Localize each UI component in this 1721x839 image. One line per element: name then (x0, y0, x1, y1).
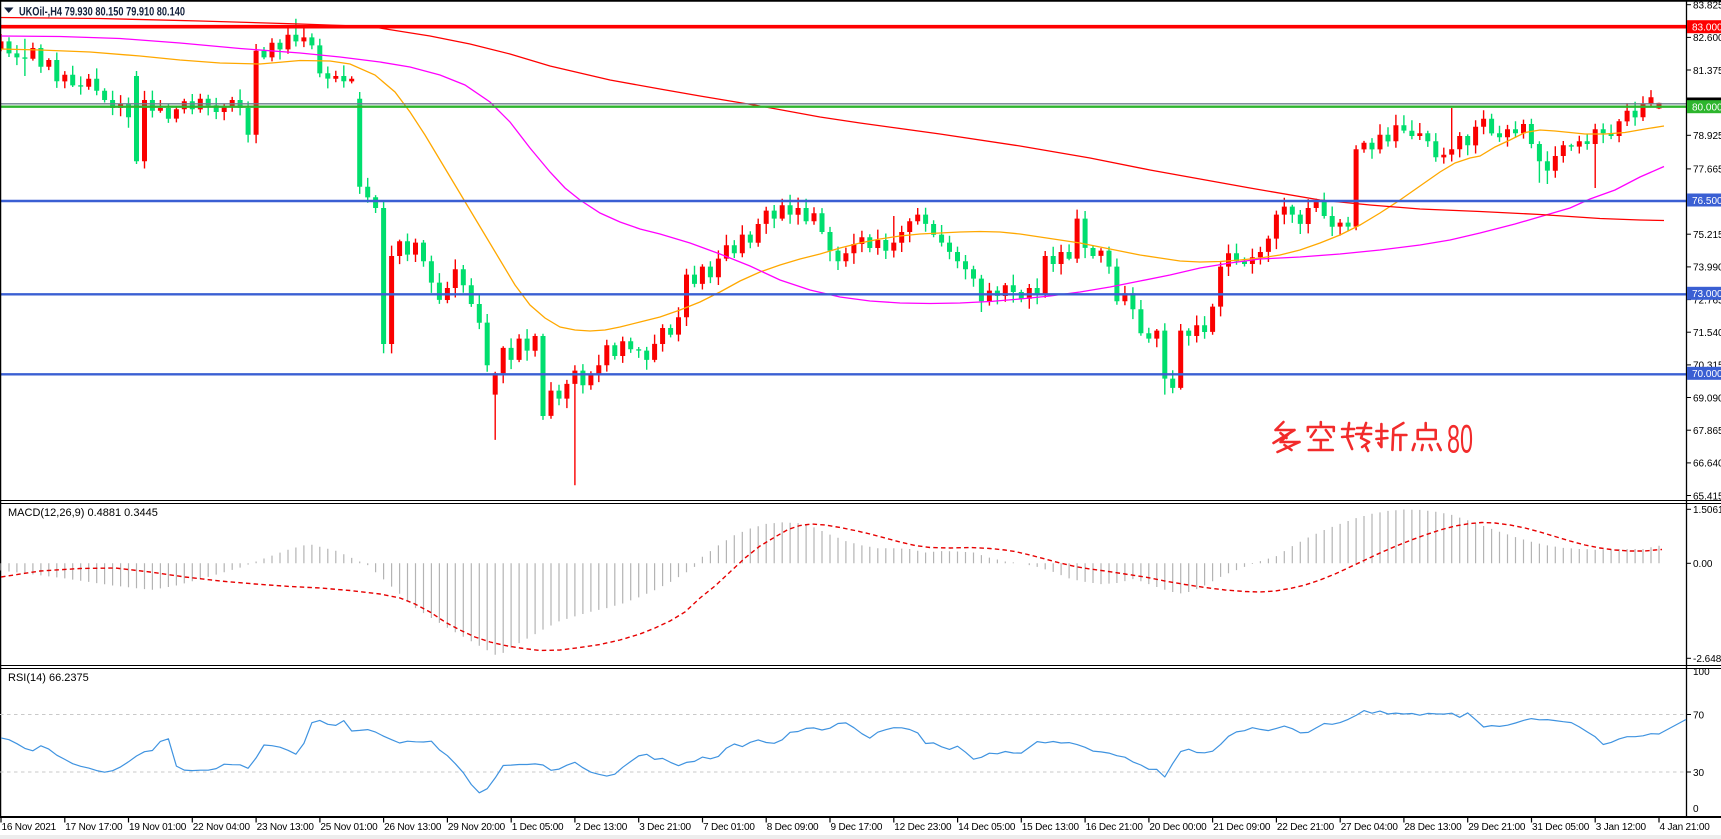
svg-text:0.00: 0.00 (1693, 559, 1713, 570)
svg-text:23 Nov 13:00: 23 Nov 13:00 (257, 822, 315, 833)
svg-text:3 Dec 21:00: 3 Dec 21:00 (639, 822, 691, 833)
svg-text:83.000: 83.000 (1692, 23, 1721, 34)
svg-text:70.000: 70.000 (1692, 369, 1721, 380)
svg-text:71.540: 71.540 (1693, 328, 1721, 339)
svg-text:100: 100 (1693, 667, 1710, 678)
svg-text:UKOil-,H4 79.930 80.150 79.91: UKOil-,H4 79.930 80.150 79.910 80.140 (19, 5, 185, 19)
svg-text:8 Dec 09:00: 8 Dec 09:00 (767, 822, 819, 833)
svg-text:22 Nov 04:00: 22 Nov 04:00 (193, 822, 251, 833)
svg-text:3 Jan 12:00: 3 Jan 12:00 (1596, 822, 1647, 833)
svg-text:81.375: 81.375 (1693, 66, 1721, 77)
svg-text:70.315: 70.315 (1693, 361, 1721, 372)
svg-text:83.825: 83.825 (1693, 1, 1721, 12)
svg-text:RSI(14) 66.2375: RSI(14) 66.2375 (8, 672, 89, 684)
svg-text:70: 70 (1693, 710, 1705, 721)
svg-text:19 Nov 01:00: 19 Nov 01:00 (129, 822, 187, 833)
svg-text:2 Dec 13:00: 2 Dec 13:00 (575, 822, 627, 833)
svg-text:1 Dec 05:00: 1 Dec 05:00 (512, 822, 564, 833)
svg-text:15 Dec 13:00: 15 Dec 13:00 (1022, 822, 1080, 833)
svg-text:76.500: 76.500 (1692, 196, 1721, 207)
svg-text:31 Dec 05:00: 31 Dec 05:00 (1532, 822, 1590, 833)
svg-text:67.865: 67.865 (1693, 426, 1721, 437)
svg-text:26 Nov 13:00: 26 Nov 13:00 (384, 822, 442, 833)
svg-text:29 Nov 20:00: 29 Nov 20:00 (448, 822, 506, 833)
svg-text:29 Dec 21:00: 29 Dec 21:00 (1468, 822, 1526, 833)
svg-text:73.990: 73.990 (1693, 263, 1721, 274)
svg-text:80: 80 (1447, 418, 1473, 462)
svg-text:65.415: 65.415 (1693, 491, 1721, 502)
svg-text:66.640: 66.640 (1693, 459, 1721, 470)
svg-text:16 Dec 21:00: 16 Dec 21:00 (1086, 822, 1144, 833)
svg-text:MACD(12,26,9) 0.4881 0.3445: MACD(12,26,9) 0.4881 0.3445 (8, 507, 158, 519)
svg-text:28 Dec 13:00: 28 Dec 13:00 (1404, 822, 1462, 833)
svg-text:77.665: 77.665 (1693, 165, 1721, 176)
svg-text:7 Dec 01:00: 7 Dec 01:00 (703, 822, 755, 833)
svg-text:25 Nov 01:00: 25 Nov 01:00 (320, 822, 378, 833)
svg-text:69.090: 69.090 (1693, 393, 1721, 404)
svg-text:30: 30 (1693, 768, 1705, 779)
svg-text:14 Dec 05:00: 14 Dec 05:00 (958, 822, 1016, 833)
svg-text:73.000: 73.000 (1692, 289, 1721, 300)
svg-text:80.000: 80.000 (1692, 103, 1721, 114)
svg-text:16 Nov 2021: 16 Nov 2021 (2, 822, 57, 833)
svg-text:72.765: 72.765 (1693, 295, 1721, 306)
svg-text:82.600: 82.600 (1693, 33, 1721, 44)
svg-text:78.925: 78.925 (1693, 131, 1721, 142)
svg-text:9 Dec 17:00: 9 Dec 17:00 (831, 822, 883, 833)
svg-text:22 Dec 21:00: 22 Dec 21:00 (1277, 822, 1335, 833)
svg-text:1.5061: 1.5061 (1693, 505, 1721, 516)
svg-text:20 Dec 00:00: 20 Dec 00:00 (1149, 822, 1207, 833)
svg-text:-2.6487: -2.6487 (1693, 654, 1721, 665)
svg-text:27 Dec 04:00: 27 Dec 04:00 (1341, 822, 1399, 833)
svg-text:17 Nov 17:00: 17 Nov 17:00 (65, 822, 123, 833)
svg-text:4 Jan 21:00: 4 Jan 21:00 (1660, 822, 1711, 833)
svg-text:12 Dec 23:00: 12 Dec 23:00 (894, 822, 952, 833)
svg-text:21 Dec 09:00: 21 Dec 09:00 (1213, 822, 1271, 833)
svg-text:0: 0 (1693, 804, 1699, 815)
svg-text:75.215: 75.215 (1693, 230, 1721, 241)
